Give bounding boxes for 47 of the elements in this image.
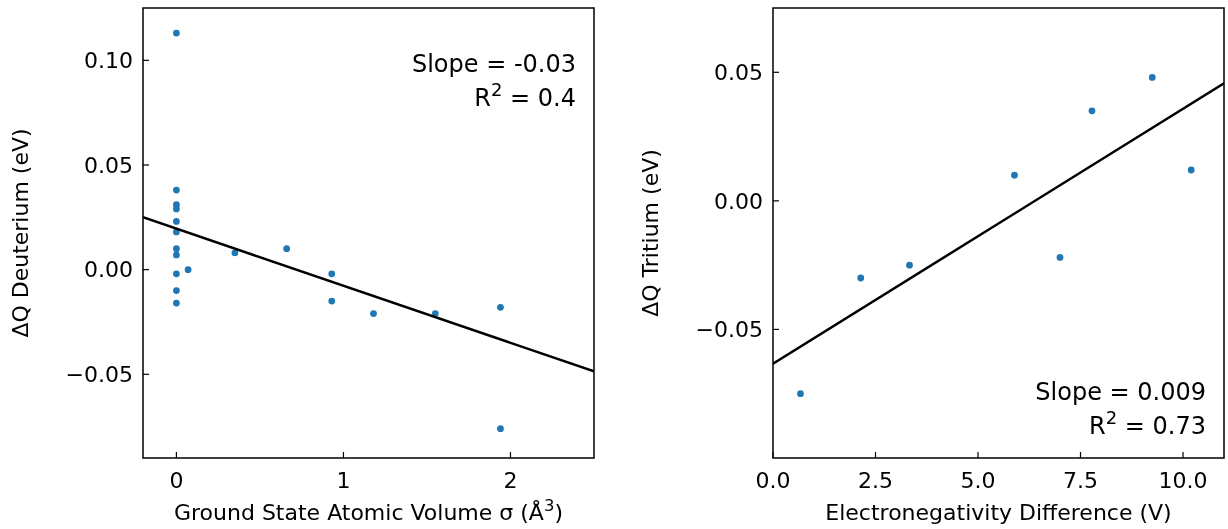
y-tick-label: 0.00: [84, 257, 133, 283]
x-tick-label: 2.5: [858, 468, 893, 493]
x-axis-title: Ground State Atomic Volume σ (Å$^{3}$): [173, 495, 564, 525]
point: [797, 390, 804, 398]
y-tick-label: 0.10: [84, 48, 133, 74]
x-tick-label: 7.5: [1063, 468, 1098, 493]
x-tick-label: 5.0: [960, 468, 996, 493]
point: [328, 270, 336, 278]
point: [857, 274, 865, 282]
x-tick-label: 1: [336, 468, 351, 493]
point: [173, 245, 180, 253]
annotation: Slope = 0.009: [1035, 378, 1206, 406]
point: [370, 310, 377, 317]
x-axis-title: Electronegativity Difference (V): [825, 500, 1172, 525]
point: [173, 299, 180, 307]
point: [328, 297, 336, 305]
point: [1148, 74, 1156, 81]
y-tick-label: −0.05: [65, 361, 133, 387]
point: [173, 186, 180, 194]
y-tick-label: −0.05: [695, 317, 763, 343]
x-tick-label: 10.0: [1158, 468, 1208, 493]
annotation: Slope = -0.03: [411, 50, 576, 78]
point: [283, 245, 291, 253]
y-tick-label: 0.00: [714, 188, 763, 214]
point: [173, 251, 180, 259]
y-tick-label: 0.05: [84, 152, 133, 178]
point: [173, 287, 180, 294]
point: [173, 205, 180, 213]
point: [1011, 171, 1018, 179]
x-tick-label: 0: [169, 468, 184, 493]
point: [497, 425, 504, 433]
point: [1187, 166, 1195, 174]
x-tick-label: 2: [503, 468, 518, 493]
point: [173, 29, 180, 37]
annotation: R$^{2}$ = 0.73: [1089, 406, 1206, 440]
point: [1056, 254, 1064, 261]
x-tick-label: 0.0: [755, 468, 791, 493]
y-axis-title: ΔQ Tritium (eV): [638, 149, 663, 317]
annotation: R$^{2}$ = 0.4: [474, 78, 576, 112]
point: [1088, 107, 1096, 115]
point: [173, 270, 180, 278]
y-tick-label: 0.05: [714, 59, 763, 85]
point: [497, 303, 504, 311]
point: [906, 261, 913, 269]
point: [173, 218, 180, 225]
point: [184, 266, 192, 274]
y-axis-title: ΔQ Deuterium (eV): [8, 128, 33, 338]
